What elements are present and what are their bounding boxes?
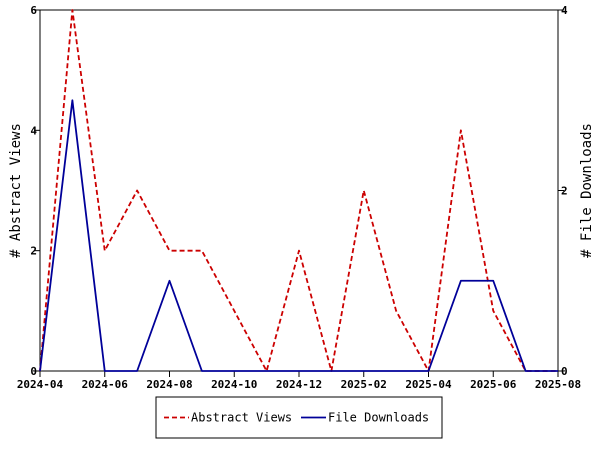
y-axis-title: # Abstract Views: [8, 123, 24, 258]
x-tick-label: 2024-06: [82, 378, 129, 391]
x-tick-label: 2024-08: [146, 378, 192, 391]
y-tick-label: 0: [30, 365, 37, 378]
x-tick-label: 2024-12: [276, 378, 322, 391]
y-tick-label: 6: [30, 4, 37, 17]
y2-tick-label: 2: [561, 185, 568, 198]
legend-label: Abstract Views: [191, 411, 292, 425]
y-tick-label: 2: [30, 245, 37, 258]
x-tick-label: 2025-06: [470, 378, 517, 391]
legend-box: [155, 396, 443, 439]
x-tick-label: 2025-04: [405, 378, 452, 391]
series-line-abstract-views: [39, 9, 558, 372]
legend-label: File Downloads: [328, 411, 429, 425]
x-tick-label: 2024-04: [17, 378, 64, 391]
x-tick-label: 2025-08: [535, 378, 581, 391]
y2-axis-title: # File Downloads: [579, 123, 595, 258]
series-line-file-downloads: [39, 99, 558, 372]
x-tick-label: 2024-10: [211, 378, 257, 391]
x-tick-label: 2025-02: [341, 378, 387, 391]
y2-tick-label: 0: [561, 365, 568, 378]
y-tick-label: 4: [30, 124, 37, 137]
y2-tick-label: 4: [561, 4, 568, 17]
plot-frame: [39, 9, 559, 372]
